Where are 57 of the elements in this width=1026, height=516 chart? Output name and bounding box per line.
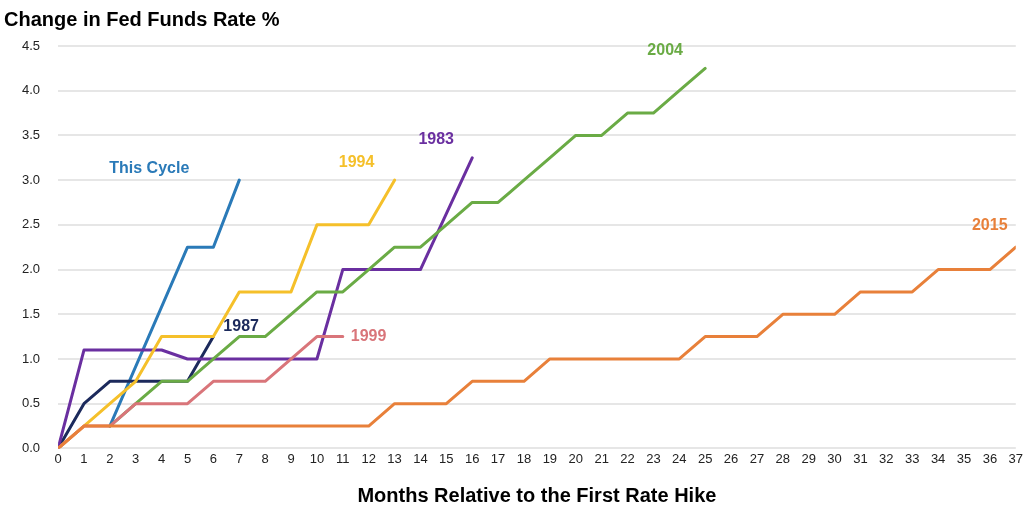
x-tick-label: 1: [80, 450, 88, 466]
series-label: 2004: [647, 40, 684, 58]
series-label: 1999: [350, 327, 387, 345]
y-tick-label: 2.5: [21, 216, 41, 232]
series-label: 1994: [338, 152, 375, 170]
x-tick-label: 23: [646, 450, 661, 466]
x-tick-label: 7: [235, 450, 243, 466]
x-axis-title: Months Relative to the First Rate Hike: [357, 483, 717, 506]
series-label: 1987: [223, 317, 260, 335]
x-tick-label: 13: [387, 450, 402, 466]
y-tick-label: 0.0: [21, 439, 41, 455]
x-tick-label: 17: [490, 450, 506, 466]
x-tick-label: 33: [905, 450, 920, 466]
y-tick-label: 3.0: [21, 171, 41, 187]
x-tick-label: 31: [853, 450, 868, 466]
y-tick-label: 1.5: [21, 305, 41, 321]
x-tick-label: 27: [749, 450, 765, 466]
x-tick-label: 34: [930, 450, 946, 466]
x-tick-label: 11: [336, 450, 350, 466]
y-tick-label: 1.0: [21, 350, 41, 366]
x-tick-label: 8: [261, 450, 269, 466]
y-tick-label: 4.5: [21, 37, 41, 53]
x-tick-label: 15: [439, 450, 454, 466]
x-tick-label: 2: [106, 450, 114, 466]
x-tick-label: 4: [157, 450, 166, 466]
x-tick-label: 28: [775, 450, 791, 466]
x-tick-label: 16: [464, 450, 480, 466]
x-tick-label: 29: [801, 450, 816, 466]
x-tick-label: 5: [183, 450, 192, 466]
x-tick-label: 30: [827, 450, 842, 466]
x-tick-label: 22: [620, 450, 635, 466]
chart-title: Change in Fed Funds Rate %: [4, 7, 280, 30]
x-tick-label: 9: [287, 450, 295, 466]
series-label: 1983: [418, 130, 455, 148]
x-tick-label: 21: [594, 450, 609, 466]
x-tick-label: 25: [697, 450, 713, 466]
x-tick-label: 36: [982, 450, 998, 466]
x-tick-label: 14: [413, 450, 428, 466]
x-tick-label: 26: [723, 450, 739, 466]
y-tick-label: 3.5: [21, 127, 41, 142]
x-tick-label: 18: [516, 450, 532, 466]
x-tick-label: 24: [672, 450, 687, 466]
x-tick-label: 12: [361, 450, 376, 466]
x-tick-label: 10: [309, 450, 325, 466]
text: This Cycle: [109, 158, 190, 176]
x-tick-label: 0: [54, 450, 62, 466]
x-tick-label: 6: [209, 450, 217, 466]
x-tick-label: 20: [568, 450, 583, 466]
x-tick-label: 37: [1008, 450, 1023, 466]
y-tick-label: 0.5: [21, 395, 41, 411]
y-tick-label: 2.0: [21, 261, 41, 277]
series-label: 2015: [971, 215, 1008, 233]
x-tick-label: 3: [132, 450, 140, 466]
y-tick-label: 4.0: [21, 82, 41, 98]
x-tick-label: 19: [542, 450, 558, 466]
x-tick-label: 32: [879, 450, 894, 466]
x-tick-label: 35: [956, 450, 972, 466]
